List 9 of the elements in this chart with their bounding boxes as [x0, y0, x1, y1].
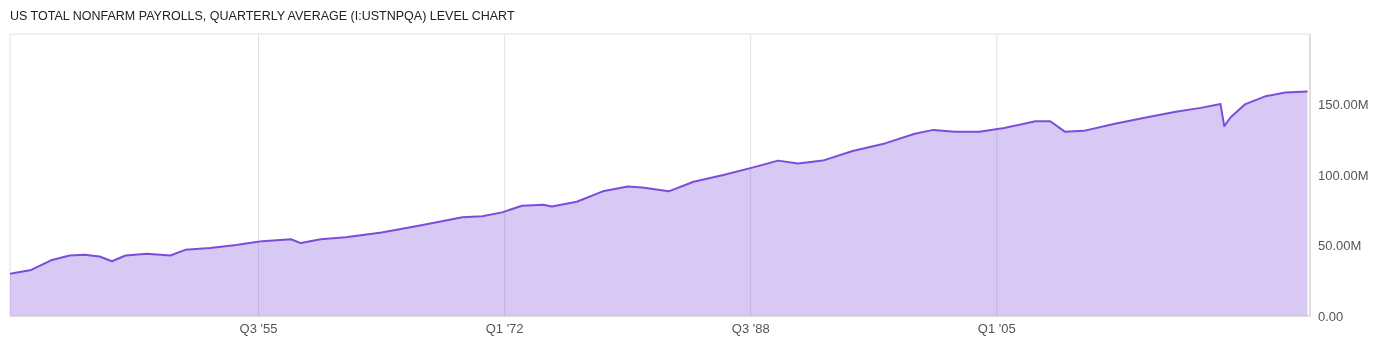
x-tick-label: Q1 '72: [485, 321, 524, 337]
x-tick-label: Q3 '88: [731, 321, 770, 337]
x-tick-label: Q1 '05: [977, 321, 1016, 337]
y-tick-label: 100.00M: [1318, 167, 1369, 183]
y-tick-label: 50.00M: [1318, 238, 1362, 254]
y-tick-label: 0.00: [1318, 308, 1344, 324]
y-tick-label: 150.00M: [1318, 97, 1369, 113]
chart-title: US TOTAL NONFARM PAYROLLS, QUARTERLY AVERAGE (I:USTNPQA) LEVEL CHART: [9, 8, 516, 25]
x-tick-label: Q3 '55: [239, 321, 278, 337]
